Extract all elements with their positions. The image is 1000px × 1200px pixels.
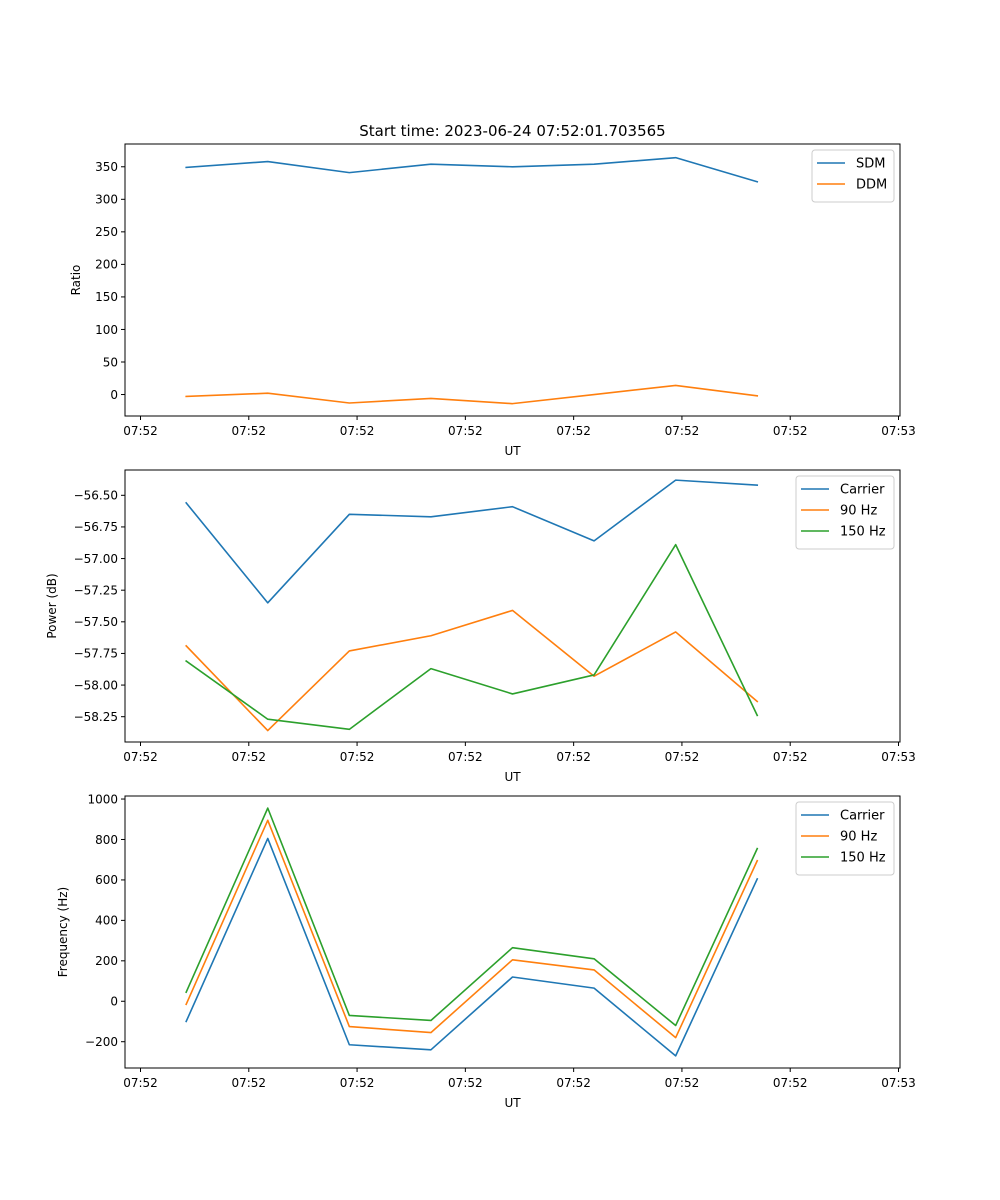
series-line-carrier bbox=[185, 837, 759, 1057]
y-tick-label: −200 bbox=[85, 1035, 118, 1049]
x-axis-label: UT bbox=[504, 1096, 521, 1110]
y-tick-label: 400 bbox=[95, 914, 118, 928]
x-tick-label: 07:52 bbox=[123, 750, 158, 764]
axes-frame bbox=[124, 469, 901, 743]
series-line-ddm bbox=[185, 384, 759, 405]
legend-label-90-hz: 90 Hz bbox=[840, 830, 877, 845]
legend: SDM DDM bbox=[811, 149, 895, 203]
legend: Carrier 90 Hz 150 Hz bbox=[795, 475, 895, 550]
legend-label-ddm: DDM bbox=[856, 178, 887, 193]
x-tick-label: 07:52 bbox=[448, 424, 483, 438]
y-tick-label: −56.50 bbox=[74, 489, 118, 503]
x-tick-label: 07:53 bbox=[881, 424, 916, 438]
legend-label-150-hz: 150 Hz bbox=[840, 851, 886, 866]
legend: Carrier 90 Hz 150 Hz bbox=[795, 801, 895, 876]
series-line-carrier bbox=[185, 479, 759, 604]
x-tick-label: 07:52 bbox=[448, 1076, 483, 1090]
x-tick-label: 07:52 bbox=[340, 424, 375, 438]
y-tick-label: 200 bbox=[95, 258, 118, 272]
series-line-90-hz bbox=[185, 819, 759, 1039]
y-tick-label: 350 bbox=[95, 160, 118, 174]
y-axis-label: Frequency (Hz) bbox=[56, 887, 70, 978]
x-tick-label: 07:53 bbox=[881, 750, 916, 764]
axes-frame bbox=[124, 795, 901, 1069]
y-tick-label: −57.75 bbox=[74, 647, 118, 661]
y-tick-label: 600 bbox=[95, 873, 118, 887]
y-tick-label: 0 bbox=[110, 388, 118, 402]
legend-label-carrier: Carrier bbox=[840, 809, 885, 824]
y-tick-label: −56.75 bbox=[74, 520, 118, 534]
y-tick-label: 150 bbox=[95, 290, 118, 304]
panel-3: 07:52 07:52 07:52 07:52 07:52 07:52 07:52 07:53… bbox=[56, 792, 916, 1110]
y-tick-label: 100 bbox=[95, 323, 118, 337]
x-tick-label: 07:52 bbox=[773, 750, 808, 764]
y-axis-label: Ratio bbox=[69, 265, 83, 296]
y-axis-label: Power (dB) bbox=[45, 573, 59, 638]
x-axis-label: UT bbox=[504, 770, 521, 784]
x-tick-label: 07:53 bbox=[881, 1076, 916, 1090]
legend-label-carrier: Carrier bbox=[840, 483, 885, 498]
axes-frame bbox=[124, 143, 901, 417]
x-tick-label: 07:52 bbox=[123, 1076, 158, 1090]
series-line-sdm bbox=[185, 156, 759, 183]
y-tick-label: −57.25 bbox=[74, 583, 118, 597]
legend-label-150-hz: 150 Hz bbox=[840, 525, 886, 540]
y-tick-label: 300 bbox=[95, 193, 118, 207]
series-line-90-hz bbox=[185, 609, 759, 732]
x-tick-label: 07:52 bbox=[665, 1076, 700, 1090]
y-tick-label: 800 bbox=[95, 833, 118, 847]
x-tick-label: 07:52 bbox=[665, 750, 700, 764]
x-tick-label: 07:52 bbox=[556, 750, 591, 764]
x-tick-label: 07:52 bbox=[773, 1076, 808, 1090]
x-tick-label: 07:52 bbox=[123, 424, 158, 438]
y-tick-label: −58.00 bbox=[74, 678, 118, 692]
x-tick-label: 07:52 bbox=[231, 750, 266, 764]
chart-title: Start time: 2023-06-24 07:52:01.703565 bbox=[359, 122, 665, 140]
legend-label-90-hz: 90 Hz bbox=[840, 504, 877, 519]
x-tick-label: 07:52 bbox=[773, 424, 808, 438]
x-tick-label: 07:52 bbox=[665, 424, 700, 438]
x-tick-label: 07:52 bbox=[231, 424, 266, 438]
y-tick-label: −57.00 bbox=[74, 552, 118, 566]
panel-2: 07:52 07:52 07:52 07:52 07:52 07:52 07:52 07:53… bbox=[45, 469, 916, 784]
x-axis-label: UT bbox=[504, 444, 521, 458]
y-tick-label: 1000 bbox=[87, 792, 118, 806]
y-tick-label: 0 bbox=[110, 995, 118, 1009]
x-tick-label: 07:52 bbox=[448, 750, 483, 764]
x-tick-label: 07:52 bbox=[340, 750, 375, 764]
panel-1: 07:52 07:52 07:52 07:52 07:52 07:52 07:52 07:53… bbox=[69, 143, 916, 458]
legend-label-sdm: SDM bbox=[856, 157, 885, 172]
y-tick-label: 250 bbox=[95, 225, 118, 239]
x-tick-label: 07:52 bbox=[231, 1076, 266, 1090]
series-line-150-hz bbox=[185, 543, 759, 731]
x-tick-label: 07:52 bbox=[556, 1076, 591, 1090]
y-tick-label: 50 bbox=[103, 355, 118, 369]
x-tick-label: 07:52 bbox=[556, 424, 591, 438]
y-tick-label: 200 bbox=[95, 954, 118, 968]
x-tick-label: 07:52 bbox=[340, 1076, 375, 1090]
series-line-150-hz bbox=[185, 807, 759, 1027]
y-tick-label: −58.25 bbox=[74, 710, 118, 724]
y-tick-label: −57.50 bbox=[74, 615, 118, 629]
